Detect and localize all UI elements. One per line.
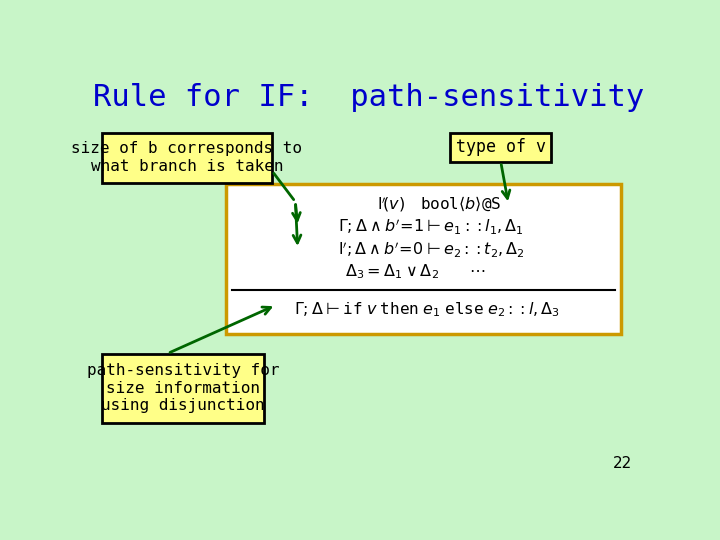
Text: path-sensitivity for
size information
using disjunction: path-sensitivity for size information us… [86, 363, 279, 413]
Text: 22: 22 [613, 456, 632, 471]
Text: size of b corresponds to
what branch is taken: size of b corresponds to what branch is … [71, 141, 302, 174]
FancyBboxPatch shape [102, 354, 264, 423]
FancyBboxPatch shape [225, 184, 621, 334]
Text: $\Gamma;\Delta\wedge b'\!=\!1\vdash e_1 :: l_1,\Delta_1$: $\Gamma;\Delta\wedge b'\!=\!1\vdash e_1 … [338, 217, 524, 237]
Text: type of v: type of v [456, 138, 546, 156]
Text: $\mathrm{l'\!(}v\mathrm{)}\quad\mathtt{bool}\langle b\rangle\mathtt{@S}$: $\mathrm{l'\!(}v\mathrm{)}\quad\mathtt{b… [377, 194, 501, 214]
Text: Rule for IF:  path-sensitivity: Rule for IF: path-sensitivity [94, 83, 644, 112]
Text: $\Delta_3 = \Delta_1\vee\Delta_2\qquad\cdots$: $\Delta_3 = \Delta_1\vee\Delta_2\qquad\c… [345, 262, 486, 280]
FancyBboxPatch shape [451, 132, 551, 162]
Text: $\Gamma;\Delta\vdash\mathtt{if}\;v\;\mathtt{then}\;e_1\;\mathtt{else}\;e_2 :: l,: $\Gamma;\Delta\vdash\mathtt{if}\;v\;\mat… [294, 300, 560, 319]
Text: $\mathrm{l'};\Delta\wedge b'\!=\!0\vdash e_2 :: t_2,\Delta_2$: $\mathrm{l'};\Delta\wedge b'\!=\!0\vdash… [338, 239, 525, 259]
FancyBboxPatch shape [102, 132, 272, 183]
